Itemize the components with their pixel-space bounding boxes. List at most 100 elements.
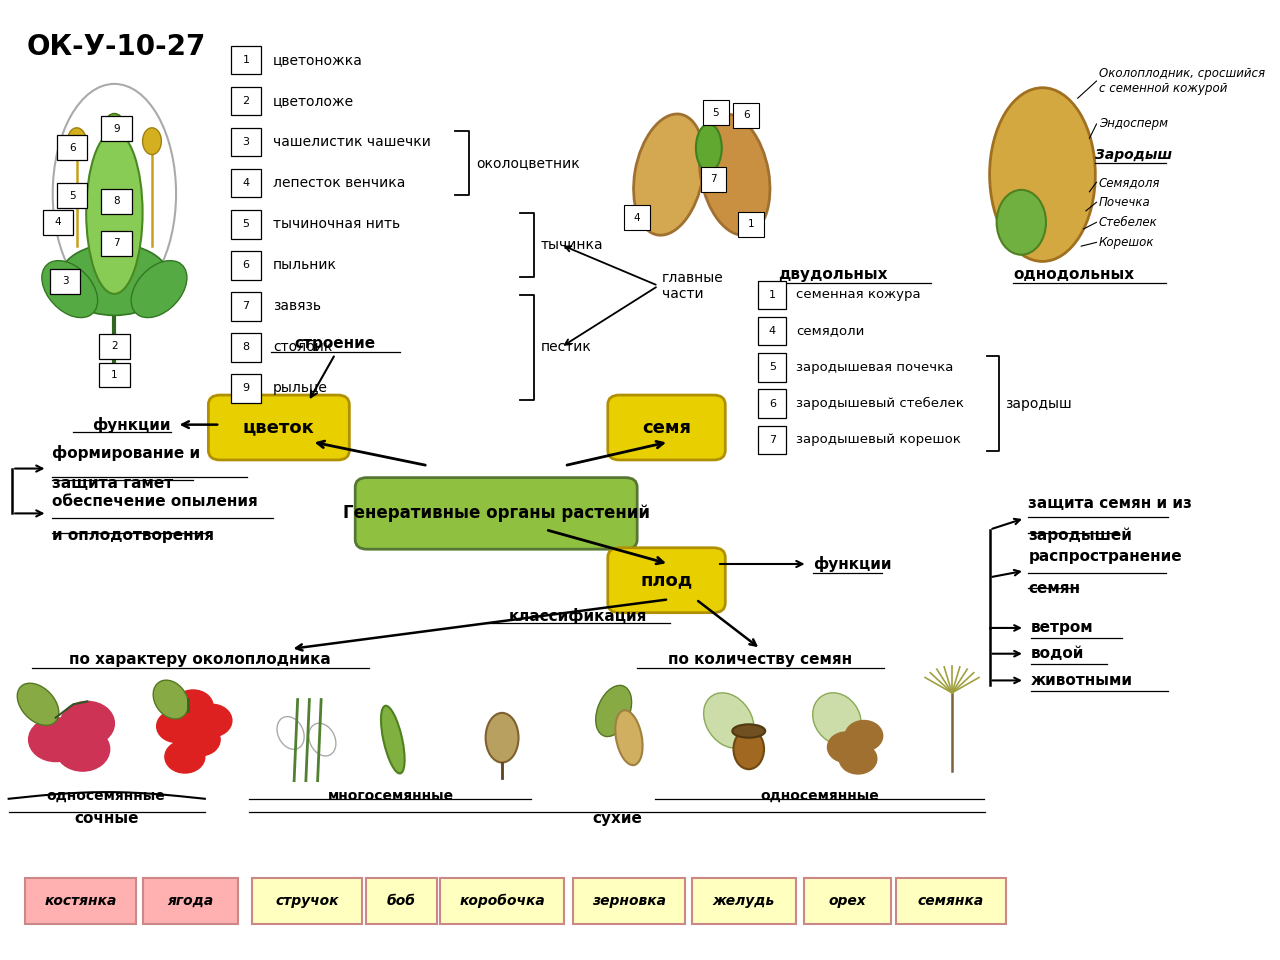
- Ellipse shape: [381, 706, 404, 774]
- Text: 7: 7: [710, 175, 717, 184]
- Text: 6: 6: [769, 398, 776, 409]
- Text: формирование и: формирование и: [52, 444, 200, 461]
- Text: односемянные: односемянные: [47, 789, 165, 804]
- Text: 2: 2: [242, 96, 250, 107]
- FancyBboxPatch shape: [230, 333, 261, 362]
- Text: ветром: ветром: [1030, 620, 1093, 636]
- Text: цветоложе: цветоложе: [273, 94, 355, 108]
- Text: 7: 7: [242, 301, 250, 311]
- Text: защита гамет: защита гамет: [52, 476, 173, 492]
- Text: 8: 8: [114, 196, 120, 206]
- Text: 1: 1: [769, 290, 776, 300]
- FancyBboxPatch shape: [700, 167, 727, 192]
- Ellipse shape: [276, 716, 305, 750]
- Text: желудь: желудь: [713, 894, 776, 908]
- FancyBboxPatch shape: [99, 363, 129, 388]
- FancyBboxPatch shape: [896, 878, 1006, 924]
- Text: 4: 4: [769, 326, 776, 336]
- Text: семя: семя: [643, 419, 691, 437]
- Text: чашелистик чашечки: чашелистик чашечки: [273, 135, 431, 149]
- FancyBboxPatch shape: [101, 189, 132, 214]
- Ellipse shape: [68, 128, 86, 155]
- Ellipse shape: [616, 710, 643, 765]
- Ellipse shape: [696, 124, 722, 172]
- FancyBboxPatch shape: [230, 128, 261, 156]
- Ellipse shape: [634, 114, 704, 235]
- Text: орех: орех: [828, 894, 867, 908]
- Text: 3: 3: [242, 137, 250, 147]
- Text: классификация: классификация: [509, 608, 648, 624]
- Text: односемянные: односемянные: [760, 789, 878, 804]
- FancyBboxPatch shape: [26, 878, 136, 924]
- Text: животными: животными: [1030, 673, 1133, 688]
- Text: по характеру околоплодника: по характеру околоплодника: [69, 652, 332, 667]
- FancyBboxPatch shape: [101, 116, 132, 141]
- FancyBboxPatch shape: [356, 478, 637, 549]
- Text: функции: функции: [92, 417, 170, 433]
- FancyBboxPatch shape: [101, 231, 132, 255]
- Text: зародышей: зародышей: [1028, 528, 1133, 543]
- Text: по количеству семян: по количеству семян: [668, 652, 852, 667]
- Ellipse shape: [17, 684, 59, 726]
- Text: плод: плод: [640, 571, 692, 589]
- Text: 6: 6: [69, 143, 76, 153]
- Text: Генеративные органы растений: Генеративные органы растений: [343, 504, 650, 522]
- FancyBboxPatch shape: [230, 251, 261, 279]
- Ellipse shape: [732, 725, 765, 737]
- FancyBboxPatch shape: [230, 169, 261, 198]
- FancyBboxPatch shape: [230, 292, 261, 321]
- Text: 3: 3: [61, 276, 68, 286]
- Text: 6: 6: [744, 110, 750, 120]
- Ellipse shape: [485, 713, 518, 762]
- Ellipse shape: [595, 685, 631, 736]
- FancyBboxPatch shape: [56, 135, 87, 160]
- Text: сочные: сочные: [74, 811, 138, 827]
- FancyBboxPatch shape: [440, 878, 564, 924]
- Ellipse shape: [813, 693, 861, 744]
- FancyBboxPatch shape: [142, 878, 238, 924]
- Text: обеспечение опыления: обеспечение опыления: [52, 493, 257, 509]
- FancyBboxPatch shape: [608, 396, 726, 460]
- Ellipse shape: [106, 113, 123, 131]
- Text: 9: 9: [114, 124, 120, 133]
- Text: зародыш: зародыш: [1005, 396, 1071, 411]
- Text: стручок: стручок: [275, 894, 339, 908]
- Text: и оплодотворения: и оплодотворения: [52, 528, 214, 542]
- Text: Околоплодник, сросшийся
с семенной кожурой: Околоплодник, сросшийся с семенной кожур…: [1098, 67, 1265, 95]
- Text: тычинка: тычинка: [541, 238, 603, 252]
- FancyBboxPatch shape: [692, 878, 796, 924]
- Text: зародышевый стебелек: зародышевый стебелек: [796, 397, 964, 410]
- FancyBboxPatch shape: [42, 210, 73, 234]
- Text: зародышевая почечка: зародышевая почечка: [796, 361, 954, 373]
- Text: 1: 1: [242, 55, 250, 65]
- Ellipse shape: [131, 260, 187, 318]
- FancyBboxPatch shape: [758, 425, 786, 454]
- Text: тычиночная нить: тычиночная нить: [273, 217, 401, 231]
- Text: рыльце: рыльце: [273, 381, 328, 396]
- Text: зародышевый корешок: зародышевый корешок: [796, 433, 960, 446]
- Text: лепесток венчика: лепесток венчика: [273, 177, 406, 190]
- Text: 9: 9: [242, 383, 250, 394]
- Text: завязь: завязь: [273, 300, 321, 313]
- Text: ягода: ягода: [166, 894, 214, 908]
- Text: 7: 7: [769, 435, 776, 444]
- Text: зерновка: зерновка: [591, 894, 666, 908]
- Text: главные
части: главные части: [662, 271, 723, 300]
- Text: функции: функции: [813, 556, 892, 572]
- Circle shape: [845, 721, 883, 751]
- Text: Почечка: Почечка: [1098, 196, 1151, 208]
- Circle shape: [840, 743, 877, 774]
- Circle shape: [55, 728, 110, 771]
- Text: 5: 5: [713, 108, 719, 117]
- Text: Стебелек: Стебелек: [1098, 216, 1157, 228]
- Circle shape: [165, 740, 205, 773]
- Ellipse shape: [42, 260, 97, 318]
- Text: семядоли: семядоли: [796, 324, 864, 338]
- Ellipse shape: [699, 114, 771, 235]
- Text: пестик: пестик: [541, 341, 591, 354]
- Ellipse shape: [86, 132, 142, 294]
- FancyBboxPatch shape: [758, 317, 786, 346]
- Text: 1: 1: [748, 219, 754, 229]
- Text: пыльник: пыльник: [273, 258, 337, 273]
- Text: 5: 5: [242, 219, 250, 229]
